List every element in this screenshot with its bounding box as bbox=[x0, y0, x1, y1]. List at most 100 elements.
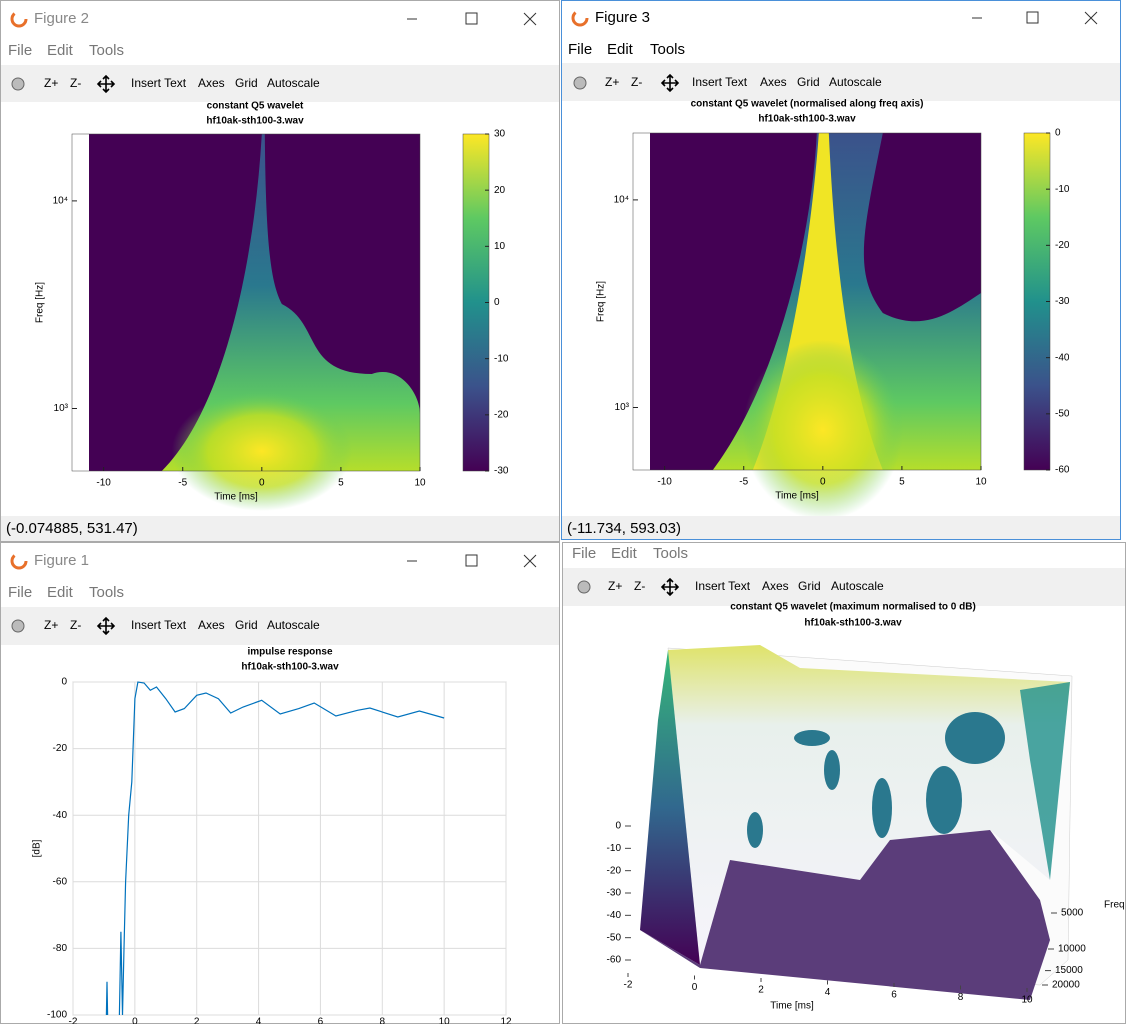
plot-subtitle: hf10ak-sth100-3.wav bbox=[206, 116, 304, 127]
window-title: Figure 1 bbox=[34, 552, 89, 569]
colorbar-tick-label: -20 bbox=[494, 409, 509, 420]
menu-item[interactable]: Tools bbox=[653, 545, 688, 562]
surface-hole bbox=[945, 712, 1005, 764]
maximize-button[interactable] bbox=[1026, 11, 1039, 24]
toolbar-button[interactable]: Z+ bbox=[44, 76, 58, 90]
toolbar-button[interactable]: Autoscale bbox=[831, 579, 884, 593]
x-tick-label: -5 bbox=[178, 478, 187, 489]
rotate-button[interactable] bbox=[573, 76, 587, 90]
y-tick-label: 10³ bbox=[54, 403, 69, 414]
plot-title: constant Q5 wavelet bbox=[207, 101, 304, 112]
menu-item[interactable]: Tools bbox=[650, 41, 685, 58]
axes-box bbox=[71, 133, 421, 472]
toolbar-button[interactable]: Axes bbox=[198, 76, 225, 90]
y-tick-label: 10³ bbox=[615, 402, 630, 413]
toolbar-button[interactable]: Insert Text bbox=[131, 618, 187, 632]
x-tick-label: 0 bbox=[820, 477, 826, 488]
series-line bbox=[105, 681, 445, 1016]
toolbar-button[interactable]: Grid bbox=[798, 579, 821, 593]
toolbar-button[interactable]: Insert Text bbox=[695, 579, 751, 593]
x-tick-label: -10 bbox=[657, 477, 672, 488]
rotate-button[interactable] bbox=[11, 77, 25, 91]
x-tick-label: 5 bbox=[338, 478, 344, 489]
toolbar-button[interactable]: Z- bbox=[70, 618, 81, 632]
pan-button[interactable] bbox=[660, 577, 680, 597]
menu-item[interactable]: Edit bbox=[607, 41, 634, 58]
y-tick-label: -100 bbox=[47, 1010, 67, 1021]
menu-item[interactable]: File bbox=[8, 584, 32, 601]
toolbar-button[interactable]: Z+ bbox=[605, 75, 619, 89]
toolbar-button[interactable]: Insert Text bbox=[131, 76, 187, 90]
plot-title: constant Q5 wavelet (maximum normalised … bbox=[730, 602, 976, 613]
toolbar-button[interactable]: Grid bbox=[235, 76, 258, 90]
maximize-button[interactable] bbox=[465, 554, 478, 567]
surface-hole bbox=[926, 766, 962, 834]
toolbar-button[interactable]: Autoscale bbox=[267, 618, 320, 632]
pan-button[interactable] bbox=[660, 73, 680, 93]
menu-item[interactable]: File bbox=[572, 545, 596, 562]
menu-item[interactable]: Edit bbox=[47, 584, 74, 601]
status-bar bbox=[562, 516, 1120, 539]
close-button[interactable] bbox=[1084, 11, 1098, 25]
menu-item[interactable]: Edit bbox=[47, 42, 74, 59]
close-button[interactable] bbox=[523, 554, 537, 568]
status-text: (-11.734, 593.03) bbox=[567, 520, 681, 537]
toolbar-button[interactable]: Z+ bbox=[608, 579, 622, 593]
toolbar-button[interactable]: Autoscale bbox=[829, 75, 882, 89]
window-title: Figure 2 bbox=[34, 10, 89, 27]
figure-window: File Edit Tools Z+ Z- Insert Text Axes Grid Auto… bbox=[562, 542, 1126, 1024]
colorbar-tick-label: 0 bbox=[1055, 128, 1061, 139]
plot-title: constant Q5 wavelet (normalised along fr… bbox=[691, 99, 924, 110]
close-button[interactable] bbox=[523, 12, 537, 26]
y-tick-label: 20000 bbox=[1052, 980, 1080, 991]
surface-hole bbox=[747, 812, 763, 848]
x-axis-label: Time [ms] bbox=[770, 1001, 814, 1012]
toolbar-button[interactable]: Z+ bbox=[44, 618, 58, 632]
rotate-button[interactable] bbox=[577, 580, 591, 594]
pan-button[interactable] bbox=[96, 616, 116, 636]
status-text: (-0.074885, 531.47) bbox=[6, 520, 138, 537]
menu-item[interactable]: File bbox=[8, 42, 32, 59]
maximize-button[interactable] bbox=[465, 12, 478, 25]
x-tick-label: -2 bbox=[624, 980, 633, 991]
toolbar-button[interactable]: Axes bbox=[760, 75, 787, 89]
toolbar-button[interactable]: Z- bbox=[70, 76, 81, 90]
surface-left-wall bbox=[640, 650, 700, 965]
z-tick-label: -30 bbox=[607, 888, 622, 899]
y-tick-label: 0 bbox=[61, 677, 67, 688]
x-tick-label: -5 bbox=[739, 477, 748, 488]
rotate-button[interactable] bbox=[11, 619, 25, 633]
menu-item[interactable]: File bbox=[568, 41, 592, 58]
x-tick-label: 2 bbox=[194, 1017, 200, 1024]
menu-item[interactable]: Tools bbox=[89, 42, 124, 59]
menu-item[interactable]: Edit bbox=[611, 545, 638, 562]
menu-item[interactable]: Tools bbox=[89, 584, 124, 601]
colorbar bbox=[1023, 132, 1051, 471]
toolbar-button[interactable]: Grid bbox=[797, 75, 820, 89]
toolbar-button[interactable]: Autoscale bbox=[267, 76, 320, 90]
toolbar-button[interactable]: Insert Text bbox=[692, 75, 748, 89]
plot-subtitle: hf10ak-sth100-3.wav bbox=[241, 662, 339, 673]
toolbar-button[interactable]: Axes bbox=[762, 579, 789, 593]
z-tick-label: 0 bbox=[615, 821, 621, 832]
y-tick-label: -80 bbox=[53, 943, 68, 954]
toolbar-button[interactable]: Axes bbox=[198, 618, 225, 632]
spectrogram-energy bbox=[161, 134, 420, 471]
colorbar-tick-label: -30 bbox=[1055, 296, 1070, 307]
colorbar-tick-label: 30 bbox=[494, 129, 506, 140]
x-tick-label: 0 bbox=[259, 478, 265, 489]
x-tick-label: 8 bbox=[380, 1017, 386, 1024]
y-tick-label: -20 bbox=[53, 743, 68, 754]
toolbar-button[interactable]: Z- bbox=[634, 579, 645, 593]
toolbar-button[interactable]: Z- bbox=[631, 75, 642, 89]
spectrogram-peak bbox=[742, 340, 903, 520]
pan-button[interactable] bbox=[96, 74, 116, 94]
x-tick-label: 8 bbox=[958, 992, 964, 1003]
toolbar-button[interactable]: Grid bbox=[235, 618, 258, 632]
plot-subtitle: hf10ak-sth100-3.wav bbox=[758, 114, 856, 125]
surface-floor bbox=[640, 830, 1050, 1000]
window-title: Figure 3 bbox=[595, 9, 650, 26]
colorbar-tick-label: 20 bbox=[494, 185, 506, 196]
z-tick-label: -60 bbox=[607, 955, 622, 966]
